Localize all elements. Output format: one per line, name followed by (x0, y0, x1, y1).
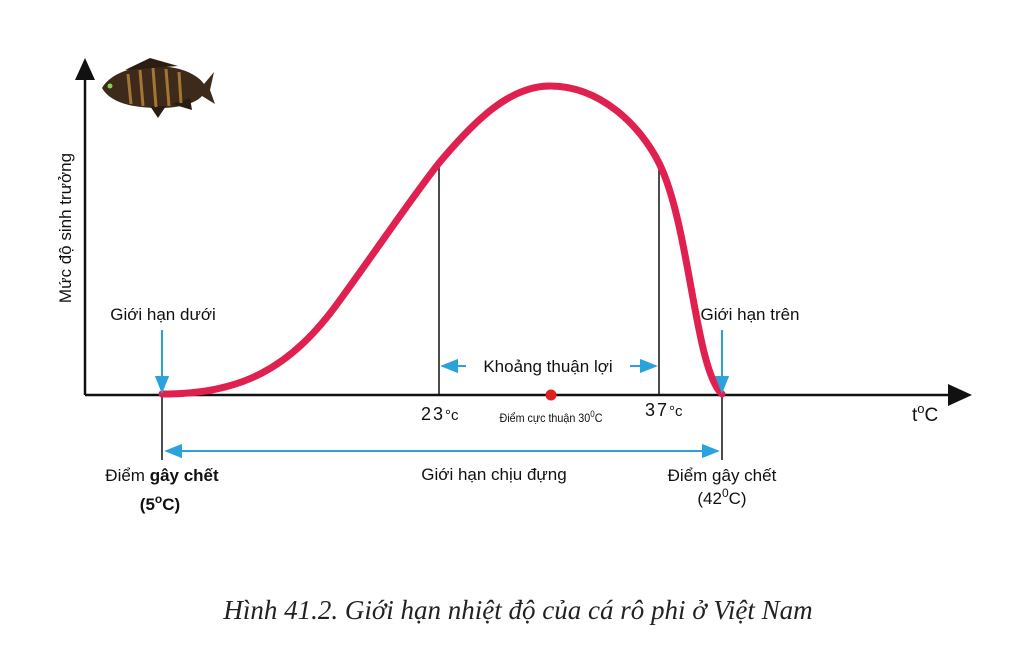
growth-curve (158, 82, 726, 398)
optimum-dot (545, 389, 557, 401)
fish-icon (102, 58, 215, 118)
y-axis-arrow-icon (75, 58, 95, 80)
upper-limit-label: Giới hạn trên (700, 305, 799, 324)
tick-37c: 37°c (645, 400, 683, 420)
lower-limit-label: Giới hạn dưới (110, 305, 216, 324)
death-point-right-value: (420C) (697, 486, 746, 508)
figure-caption: Hình 41.2. Giới hạn nhiệt độ của cá rô p… (222, 595, 812, 625)
x-axis-arrow-icon (948, 384, 972, 406)
x-axis-label: toC (912, 401, 938, 426)
tick-23c: 23°c (421, 404, 459, 424)
y-axis-label: Mức độ sinh trưởng (56, 153, 75, 303)
death-point-left-value: (5oC) (140, 492, 180, 514)
favorable-range-label: Khoảng thuận lợi (483, 357, 612, 376)
death-point-left-label: Điểm gây chết (105, 466, 219, 485)
death-point-right-label: Điểm gây chết (668, 466, 777, 485)
optimum-label: Điểm cực thuận 300C (500, 409, 603, 425)
tolerance-range-label: Giới hạn chịu đựng (421, 465, 566, 484)
